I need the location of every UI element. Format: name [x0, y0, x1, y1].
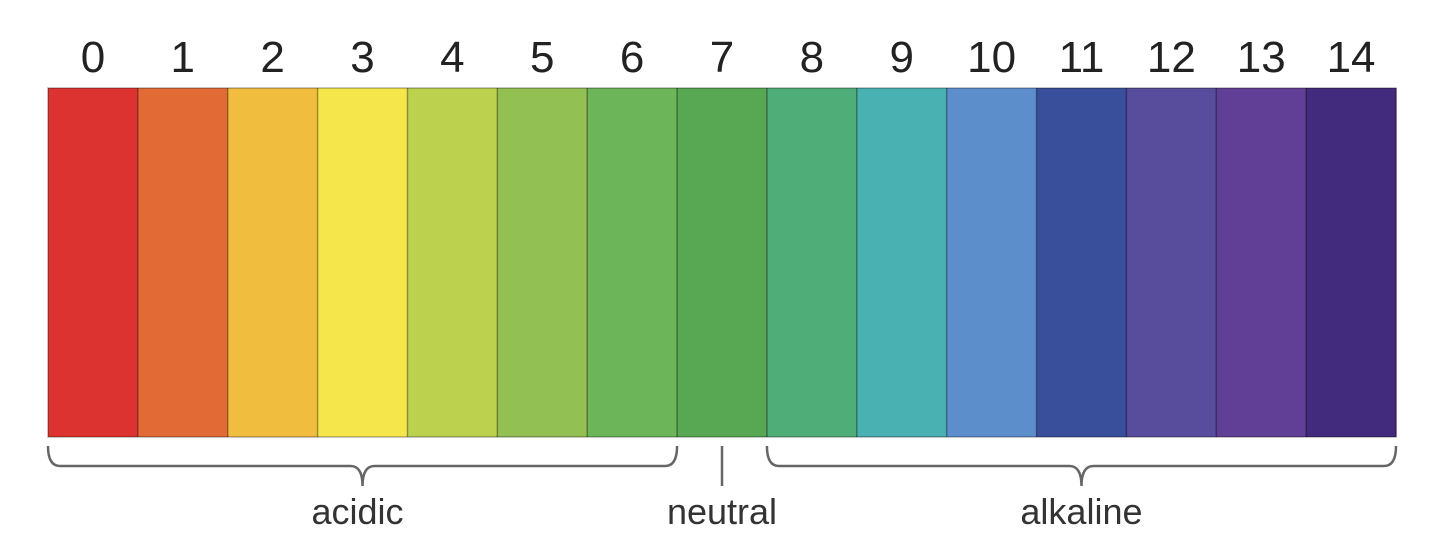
- alkaline-label: alkaline: [1020, 491, 1142, 532]
- neutral-label: neutral: [667, 491, 777, 532]
- ph-label-6: 6: [620, 33, 644, 82]
- ph-cell-8: [766, 88, 858, 437]
- ph-label-2: 2: [260, 33, 284, 82]
- ph-label-14: 14: [1327, 33, 1376, 82]
- ph-cell-2: [227, 88, 319, 437]
- ph-label-3: 3: [350, 33, 374, 82]
- ph-label-11: 11: [1059, 33, 1105, 82]
- ph-label-5: 5: [530, 33, 554, 82]
- ph-cell-6: [587, 88, 678, 437]
- ph-label-7: 7: [710, 33, 734, 82]
- ph-label-10: 10: [967, 33, 1016, 82]
- alkaline-brace: [765, 445, 1398, 487]
- ph-color-cells: [47, 87, 1397, 438]
- acidic-brace: [46, 445, 679, 487]
- ph-cell-3: [317, 88, 408, 437]
- ph-label-0: 0: [81, 33, 105, 82]
- ph-cell-13: [1216, 88, 1307, 437]
- ph-label-13: 13: [1237, 33, 1286, 82]
- ph-number-labels: 0 1 2 3 4 5 6 7 8 9 10 11 12 13 14: [81, 33, 1376, 82]
- ph-label-9: 9: [889, 33, 913, 82]
- ph-label-8: 8: [800, 33, 824, 82]
- ph-cell-0: [48, 88, 139, 437]
- ph-cell-7: [677, 88, 768, 437]
- acidic-label: acidic: [312, 491, 404, 532]
- ph-cell-10: [946, 88, 1038, 437]
- ph-cell-1: [137, 88, 229, 437]
- ph-cell-11: [1036, 88, 1127, 437]
- ph-cell-12: [1126, 88, 1217, 437]
- ph-label-12: 12: [1147, 33, 1196, 82]
- scale-border: [47, 87, 1397, 438]
- ph-label-1: 1: [171, 33, 195, 82]
- ph-cell-4: [407, 88, 498, 437]
- ph-cell-5: [497, 88, 588, 437]
- ph-cell-14: [1306, 88, 1397, 437]
- ph-label-4: 4: [440, 33, 464, 82]
- ph-cell-9: [856, 88, 948, 437]
